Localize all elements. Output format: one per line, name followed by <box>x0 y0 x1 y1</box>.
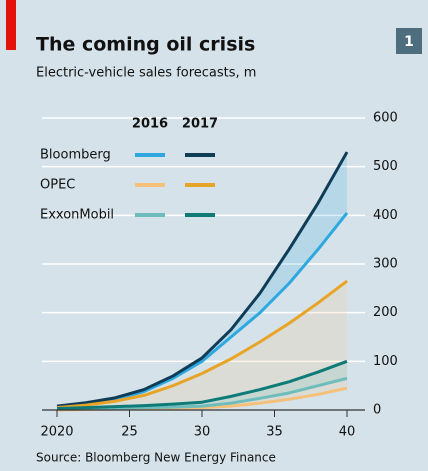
y-tick-label: 200 <box>373 305 398 320</box>
band <box>57 361 347 410</box>
y-tick-label: 300 <box>373 257 398 272</box>
x-tick-label: 25 <box>121 425 138 440</box>
band <box>57 152 347 408</box>
source: Source: Bloomberg New Energy Finance <box>36 451 276 465</box>
legend-column: 2017 <box>182 117 218 132</box>
line <box>56 359 348 411</box>
red-tab <box>6 0 16 50</box>
y-tick-label: 100 <box>373 354 398 369</box>
chart-title: The coming oil crisis <box>36 34 255 56</box>
badge: 1 <box>404 34 414 50</box>
y-tick-label: 0 <box>373 403 381 418</box>
x-tick-label: 35 <box>266 425 283 440</box>
subtitle: Electric-vehicle sales forecasts, m <box>36 66 256 81</box>
x-tick-label: 40 <box>339 425 356 440</box>
legend-label: OPEC <box>40 178 75 193</box>
badge-box <box>396 28 422 54</box>
line <box>56 151 349 408</box>
x-tick-label: 2020 <box>40 425 73 440</box>
y-tick-label: 400 <box>373 208 398 223</box>
x-tick-label: 30 <box>194 425 211 440</box>
y-tick-label: 600 <box>373 111 398 126</box>
legend-label: Bloomberg <box>40 148 111 163</box>
y-tick-label: 500 <box>373 159 398 174</box>
legend-column: 2016 <box>132 117 168 132</box>
legend-label: ExxonMobil <box>40 208 114 223</box>
line <box>56 279 348 410</box>
band <box>57 281 347 410</box>
